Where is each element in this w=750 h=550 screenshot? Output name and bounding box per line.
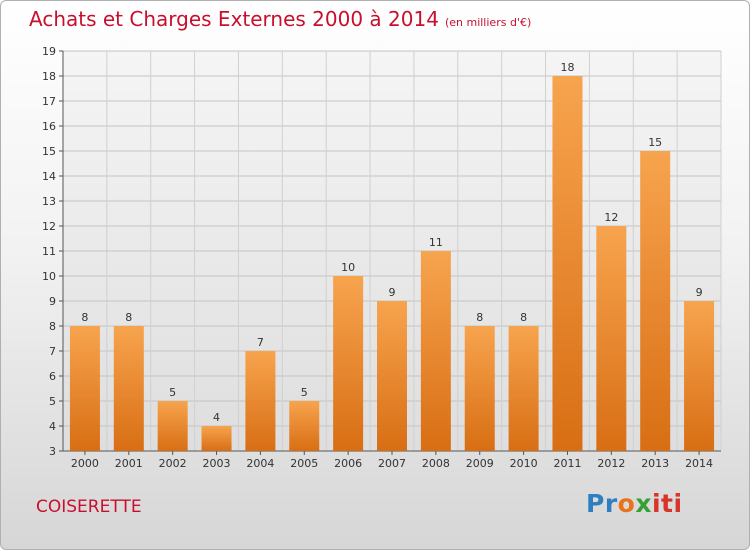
x-tick-label: 2001: [115, 457, 143, 470]
bar: [508, 326, 539, 451]
y-tick-label: 5: [49, 395, 56, 408]
data-label: 18: [560, 61, 574, 74]
y-tick-label: 16: [42, 120, 56, 133]
x-tick-label: 2006: [334, 457, 362, 470]
data-label: 11: [429, 236, 443, 249]
x-tick-label: 2004: [246, 457, 274, 470]
data-label: 12: [604, 211, 618, 224]
y-tick-label: 18: [42, 70, 56, 83]
y-tick-label: 12: [42, 220, 56, 233]
y-tick-label: 14: [42, 170, 56, 183]
y-tick-label: 19: [42, 45, 56, 58]
x-tick-label: 2014: [685, 457, 713, 470]
y-tick-label: 8: [49, 320, 56, 333]
x-tick-label: 2002: [159, 457, 187, 470]
data-label: 10: [341, 261, 355, 274]
x-tick-label: 2007: [378, 457, 406, 470]
data-label: 5: [301, 386, 308, 399]
y-tick-label: 9: [49, 295, 56, 308]
x-tick-label: 2012: [597, 457, 625, 470]
x-tick-label: 2010: [510, 457, 538, 470]
y-tick-label: 3: [49, 445, 56, 458]
x-tick-label: 2003: [203, 457, 231, 470]
y-tick-label: 10: [42, 270, 56, 283]
bar: [157, 401, 188, 451]
data-label: 7: [257, 336, 264, 349]
bar: [201, 426, 232, 451]
proxiti-logo: Proxiti: [586, 489, 683, 518]
y-tick-label: 6: [49, 370, 56, 383]
y-tick-label: 17: [42, 95, 56, 108]
logo-part-2: o: [617, 489, 636, 518]
chart-title-text: Achats et Charges Externes 2000 à 2014: [29, 7, 439, 31]
x-tick-label: 2013: [641, 457, 669, 470]
data-label: 8: [476, 311, 483, 324]
y-tick-label: 11: [42, 245, 56, 258]
bar: [420, 251, 451, 451]
bar: [640, 151, 671, 451]
y-tick-label: 7: [49, 345, 56, 358]
bar: [69, 326, 100, 451]
logo-part-4: iti: [651, 489, 683, 518]
bar: [596, 226, 627, 451]
y-tick-label: 4: [49, 420, 56, 433]
data-label: 8: [81, 311, 88, 324]
x-tick-label: 2009: [466, 457, 494, 470]
bar: [289, 401, 320, 451]
chart-title: Achats et Charges Externes 2000 à 2014 (e…: [29, 7, 531, 31]
bar: [464, 326, 495, 451]
y-tick-label: 13: [42, 195, 56, 208]
logo-part-1: Pr: [586, 489, 618, 518]
bar: [552, 76, 583, 451]
bar: [377, 301, 407, 451]
x-tick-label: 2000: [71, 457, 99, 470]
data-label: 9: [696, 286, 703, 299]
x-tick-label: 2008: [422, 457, 450, 470]
data-label: 9: [389, 286, 396, 299]
data-label: 8: [520, 311, 527, 324]
bar: [245, 351, 276, 451]
bar: [113, 326, 144, 451]
data-label: 4: [213, 411, 220, 424]
bar: [333, 276, 364, 451]
logo-part-3: x: [635, 489, 652, 518]
bar: [684, 301, 715, 451]
x-tick-label: 2011: [553, 457, 581, 470]
chart-subtitle: (en milliers d'€): [444, 16, 532, 29]
data-label: 5: [169, 386, 176, 399]
y-tick-label: 15: [42, 145, 56, 158]
data-label: 15: [648, 136, 662, 149]
x-tick-label: 2005: [290, 457, 318, 470]
data-label: 8: [125, 311, 132, 324]
place-name: COISERETTE: [36, 497, 142, 517]
